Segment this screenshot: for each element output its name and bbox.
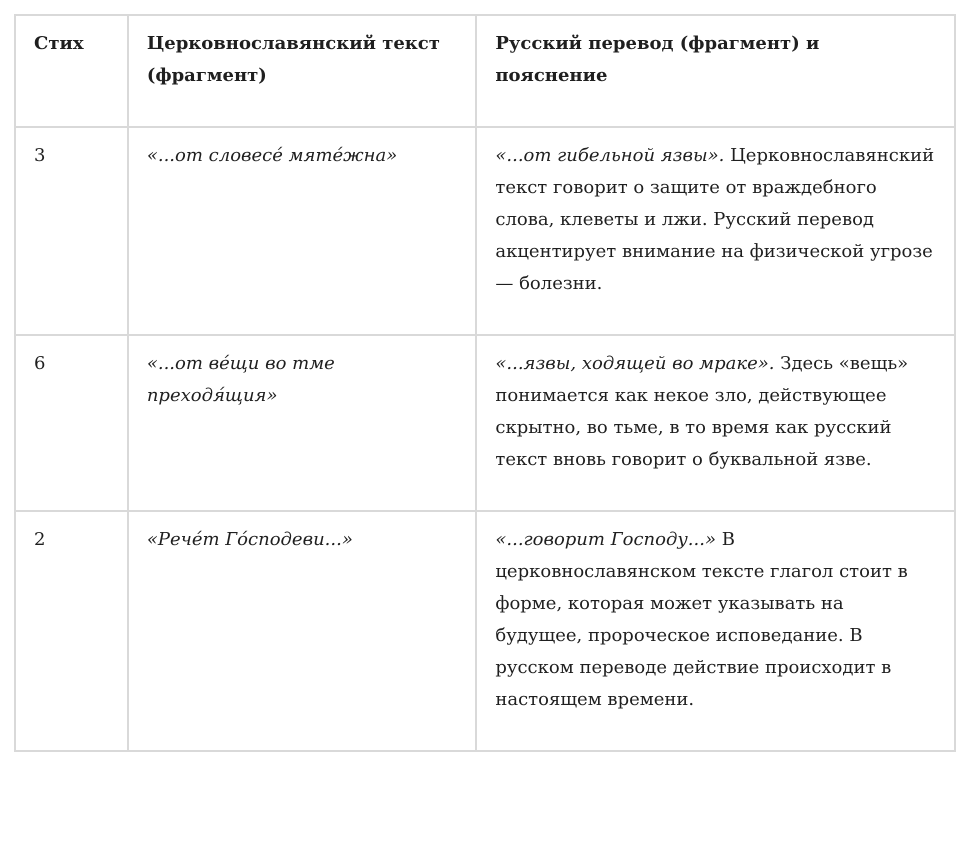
header-verse: Стих [14,14,129,128]
russian-cell: «...язвы, ходящей во мраке». Здесь «вещь… [475,334,956,512]
slavonic-text: «Рече́т Го́сподеви...» [146,529,353,550]
slavonic-text: «...от словесе́ мяте́жна» [146,145,398,166]
comparison-table: Стих Церковнославянский текст (фрагмент)… [14,14,956,752]
verse-cell: 3 [14,126,129,336]
header-slavonic: Церковнославянский текст (фрагмент) [126,14,478,128]
russian-quote: «...язвы, ходящей во мраке». [495,353,775,374]
russian-quote: «...говорит Господу...» [495,529,716,550]
russian-cell: «...говорит Господу...» В церковнославян… [475,510,956,752]
header-russian: Русский перевод (фрагмент) и пояснение [475,14,956,128]
slavonic-cell: «Рече́т Го́сподеви...» [126,510,478,752]
table-row: 3 «...от словесе́ мяте́жна» «...от гибел… [14,126,956,336]
table-row: 6 «...от ве́щи во тме преходя́щия» «...я… [14,334,956,512]
explanation: Церковнославянский текст говорит о защит… [495,145,935,294]
verse-cell: 6 [14,334,129,512]
slavonic-cell: «...от ве́щи во тме преходя́щия» [126,334,478,512]
russian-cell: «...от гибельной язвы». Церковнославянск… [475,126,956,336]
russian-quote: «...от гибельной язвы». [495,145,725,166]
verse-cell: 2 [14,510,129,752]
explanation: В церковнославянском тексте глагол стоит… [495,529,908,710]
slavonic-cell: «...от словесе́ мяте́жна» [126,126,478,336]
explanation: Здесь «вещь» понимается как некое зло, д… [495,353,909,470]
slavonic-text: «...от ве́щи во тме преходя́щия» [146,353,335,406]
table-row: 2 «Рече́т Го́сподеви...» «...говорит Гос… [14,510,956,752]
header-row: Стих Церковнославянский текст (фрагмент)… [14,14,956,128]
